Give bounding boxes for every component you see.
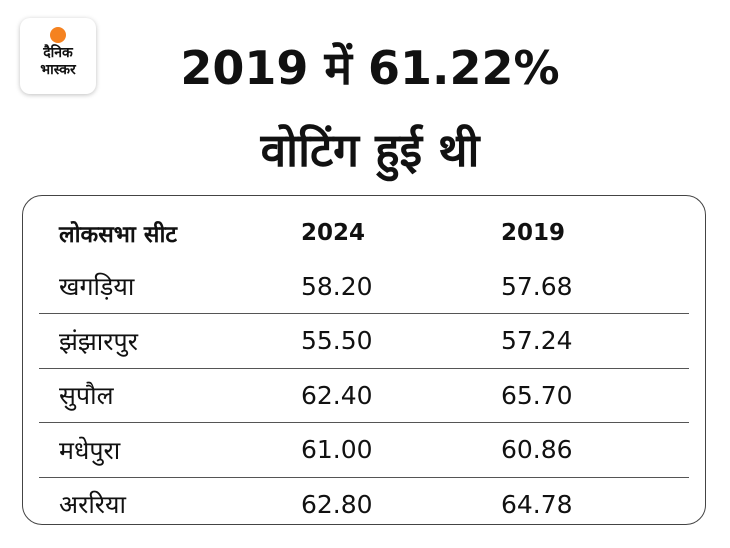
table-row: सुपौल 62.40 65.70	[39, 367, 689, 423]
table-cell: 62.80	[281, 476, 481, 531]
table-card: लोकसभा सीट 2024 2019 खगड़िया 58.20 57.68 झंझा…	[22, 195, 706, 531]
table-cell: 57.68	[501, 271, 573, 301]
table-cell: 65.70	[481, 367, 689, 423]
table-cell: 61.00	[281, 422, 481, 477]
table-cell: 62.40	[281, 367, 481, 423]
table-row: मधेपुरा 61.00 60.86	[39, 422, 689, 477]
title: 2019 में 61.22%	[180, 41, 560, 95]
table-row: खगड़िया 58.20 57.68	[39, 260, 689, 314]
table-cell: झंझारपुर	[39, 313, 281, 368]
logo-text: दैनिक	[43, 45, 73, 61]
table-cell: अररिया	[39, 476, 281, 531]
table-cell: 60.86	[481, 422, 689, 477]
table: लोकसभा सीट 2024 2019 खगड़िया 58.20 57.68 झंझा…	[39, 206, 689, 531]
table-cell: मधेपुरा	[39, 422, 281, 477]
table-row: अररिया 62.80 64.78	[39, 476, 689, 531]
table-cell: 64.78	[481, 476, 689, 531]
logo-text: भास्कर	[40, 62, 76, 78]
title: वोटिंग हुई थी	[260, 123, 480, 177]
table-cell: 57.24	[481, 313, 689, 368]
table-cell: खगड़िया	[59, 272, 135, 302]
table-cell: 55.50	[281, 313, 481, 368]
table-cell: सुपौल	[39, 367, 281, 423]
header-cell: 2024	[301, 219, 366, 246]
header-row: लोकसभा सीट 2024 2019	[39, 206, 689, 260]
logo-dot	[50, 27, 66, 43]
header-cell: 2019	[501, 219, 566, 246]
table-cell: 58.20	[301, 271, 373, 301]
logo[interactable]: दैनिक भास्कर	[20, 18, 96, 94]
header-cell: लोकसभा सीट	[59, 221, 177, 248]
table-row: झंझारपुर 55.50 57.24	[39, 313, 689, 368]
